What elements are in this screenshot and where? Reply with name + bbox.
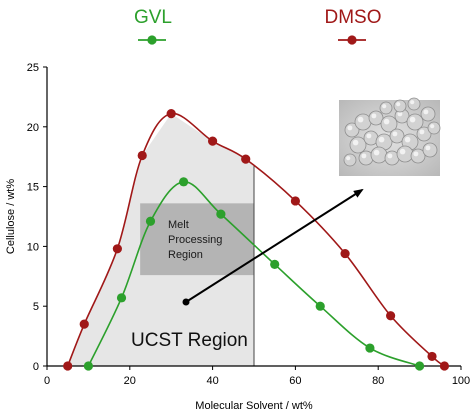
data-point-dmso [340,248,350,259]
y-tick-label: 5 [33,301,39,313]
x-tick-label: 60 [289,375,301,387]
x-tick-label: 40 [206,375,218,387]
data-point-gvl [315,301,325,311]
micrograph-highlight [366,133,372,139]
micrograph-particle [427,121,441,135]
y-tick-label: 20 [27,122,39,134]
data-point-gvl [365,343,375,353]
y-tick-label: 25 [27,62,39,74]
legend: GVL DMSO [134,7,382,45]
data-point-gvl [116,293,127,303]
legend-label-dmso: DMSO [325,7,382,28]
series-layer [63,109,450,371]
ucst-region-label: UCST Region [131,330,248,351]
micrograph-highlight [430,124,435,129]
melt-region-label-line: Melt [168,219,189,231]
x-tick-label: 100 [452,375,470,387]
x-tick-label: 20 [124,375,136,387]
legend-label-gvl: GVL [134,7,172,28]
micrograph-highlight [371,113,377,119]
y-axis-title: Cellulose / wt% [5,179,17,254]
y-tick-label: 10 [27,241,39,253]
micrograph-particle [420,106,436,122]
data-point-dmso [79,319,89,329]
micrograph-highlight [352,139,359,146]
y-axis-ticks: 0 5 10 15 20 25 [27,62,47,373]
micrograph-particle [393,99,407,113]
arrow-origin-dot [182,298,190,306]
data-point-dmso [290,196,300,206]
micrograph-highlight [382,104,387,109]
data-point-dmso [166,109,176,119]
data-point-dmso [112,244,122,254]
data-point-dmso [427,351,437,362]
micrograph-particle [407,97,421,111]
micrograph-particle [354,113,372,131]
micrograph-particle [379,101,393,115]
data-point-gvl [179,177,189,187]
micrograph-highlight [419,129,425,135]
micrograph-highlight [346,156,351,161]
micrograph-highlight [404,136,411,143]
series-dmso [63,109,450,371]
data-point-dmso [208,136,218,146]
micrograph-highlight [396,102,401,107]
micrograph-highlight [378,136,385,143]
micrograph-highlight [423,109,429,115]
x-axis-title: Molecular Solvent / wt% [195,400,313,412]
micrograph-particle [370,146,388,164]
data-point-dmso [137,150,147,161]
micrograph-highlight [397,111,403,117]
micrograph-highlight [392,131,398,137]
micrograph-highlight [410,100,415,105]
y-tick-label: 0 [33,361,39,373]
micrograph-highlight [409,116,416,123]
micrograph-particle [349,136,367,154]
melt-region-label-line: Processing [168,234,222,246]
x-tick-label: 80 [372,375,384,387]
micrograph-highlight [361,153,367,159]
melt-region-label: Melt Processing Region [168,219,222,261]
data-point-gvl [145,216,156,226]
micrograph-image [339,97,441,176]
x-tick-label: 0 [44,375,50,387]
data-point-dmso [386,311,396,321]
micrograph-particle [422,142,438,158]
micrograph-highlight [383,118,390,125]
data-point-gvl [216,209,226,219]
micrograph-highlight [373,149,380,156]
micrograph-particle [343,153,357,167]
y-tick-label: 15 [27,182,39,194]
micrograph-highlight [347,125,353,131]
legend-swatch-marker [147,35,157,45]
data-point-gvl [270,259,280,269]
legend-swatch-marker [347,35,357,45]
pointer-arrow [185,188,364,303]
micrograph-particle [396,145,414,163]
micrograph-highlight [399,148,406,155]
micrograph-highlight [425,145,431,151]
data-point-gvl [415,361,425,371]
data-point-dmso [439,361,450,371]
micrograph-highlight [387,153,393,159]
melt-region-label-line: Region [168,249,203,261]
melt-region-fill [140,203,254,276]
micrograph-highlight [413,151,419,157]
micrograph-highlight [357,116,364,123]
data-point-dmso [241,154,251,164]
data-point-gvl [83,361,93,371]
data-point-dmso [63,361,73,371]
x-axis-ticks: 0 20 40 60 80 100 [44,366,470,387]
series-gvl [83,177,425,371]
